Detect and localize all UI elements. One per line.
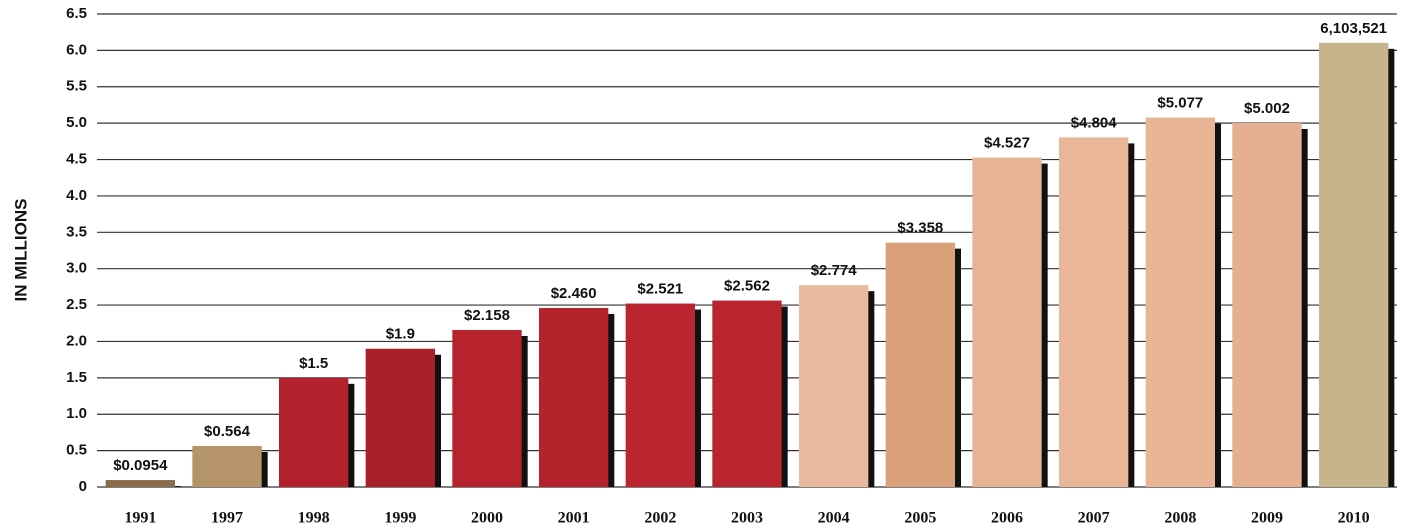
bar [799,285,868,487]
y-tick-label: 1.0 [66,405,87,422]
value-label: $5.002 [1244,100,1290,117]
bar [712,301,781,487]
y-tick-label: 4.0 [66,187,87,204]
value-label: $1.5 [299,355,328,372]
bar [886,243,955,487]
x-tick-label: 2005 [904,510,936,527]
y-tick-label: 2.0 [66,332,87,349]
bar [1146,118,1215,487]
chart: IN MILLIONS 0 0.5 1.0 1.5 2.0 2.5 3.0 3.5 4.0 4.5… [0,0,1402,529]
bar [452,330,521,487]
x-tick-label: 2006 [991,510,1023,527]
bar [1232,123,1301,487]
value-label: $5.077 [1157,95,1203,112]
value-label: $2.158 [464,307,510,324]
x-tick-label: 2008 [1164,510,1196,527]
y-tick-label: 0.5 [66,442,87,459]
x-tick-label: 2003 [731,510,763,527]
x-tick-label: 2007 [1078,510,1110,527]
y-tick-label: 6.5 [66,5,87,22]
y-tick-label: 0 [79,478,87,495]
x-tick-label: 2001 [558,510,590,527]
bar [366,349,435,487]
y-tick-label: 6.0 [66,41,87,58]
x-tick-label: 1997 [211,510,243,527]
bar [626,304,695,487]
bar [972,158,1041,487]
value-label: $0.564 [204,423,251,440]
value-label: $2.521 [637,281,683,298]
x-tick-label: 2009 [1251,510,1283,527]
value-label: $1.9 [386,326,415,343]
x-tick-label: 1999 [384,510,416,527]
y-tick-label: 3.5 [66,223,87,240]
bar [1319,43,1388,487]
y-tick-label: 2.5 [66,296,87,313]
bar [106,480,175,487]
value-label: $2.562 [724,278,770,295]
bar [279,378,348,487]
y-axis-label: IN MILLIONS [11,199,30,302]
value-label: $2.774 [811,262,858,279]
x-tick-label: 1991 [124,510,156,527]
x-tick-label: 2010 [1338,510,1370,527]
value-label: 6,103,521 [1320,20,1387,37]
value-label: $0.0954 [113,457,168,474]
y-tick-label: 1.5 [66,369,87,386]
bar [1059,137,1128,487]
y-tick-label: 3.0 [66,260,87,277]
x-tick-label: 1998 [298,510,330,527]
value-label: $3.358 [897,220,943,237]
value-label: $2.460 [551,285,597,302]
y-tick-label: 5.5 [66,78,87,95]
x-tick-label: 2002 [644,510,676,527]
bar [192,446,261,487]
value-label: $4.527 [984,135,1030,152]
x-tick-label: 2000 [471,510,503,527]
y-tick-label: 4.5 [66,151,87,168]
x-tick-label: 2004 [818,510,850,527]
y-tick-label: 5.0 [66,114,87,131]
value-label: $4.804 [1071,114,1118,131]
bar [539,308,608,487]
